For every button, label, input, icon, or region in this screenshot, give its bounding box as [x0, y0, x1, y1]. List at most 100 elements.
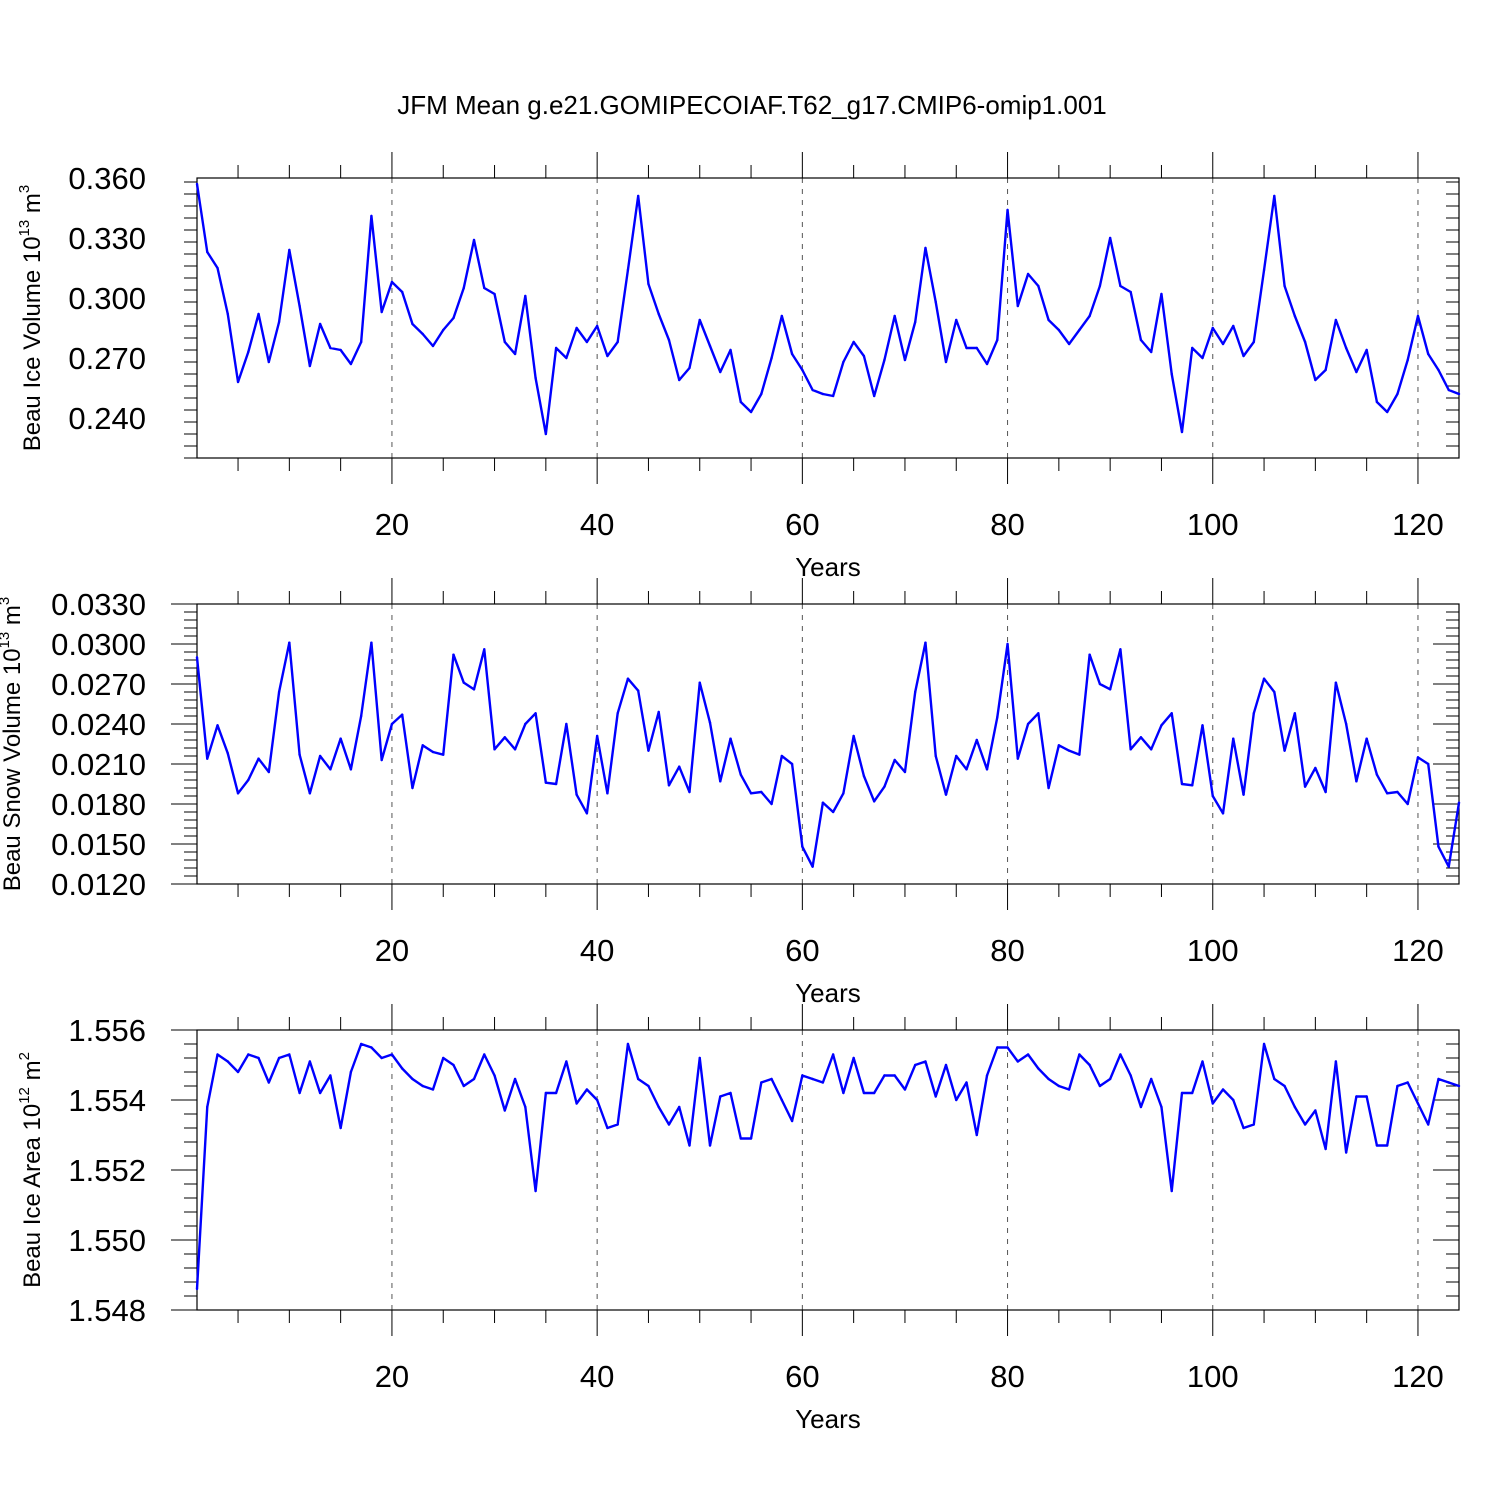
data-point — [380, 1056, 383, 1060]
data-point — [1396, 392, 1399, 396]
data-point — [760, 790, 763, 794]
data-point — [1344, 346, 1348, 350]
data-point — [1108, 236, 1112, 240]
data-point — [842, 360, 845, 364]
y-tick-label: 0.330 — [68, 221, 146, 256]
data-point — [1427, 762, 1430, 766]
data-point — [934, 300, 937, 304]
data-point — [1150, 748, 1153, 751]
data-point — [1067, 1088, 1071, 1091]
data-point — [493, 1074, 496, 1077]
data-point — [503, 1109, 506, 1112]
data-point — [339, 348, 342, 352]
data-point — [1406, 1081, 1409, 1084]
data-point — [585, 812, 589, 815]
series-line-ice-volume — [195, 183, 1460, 436]
data-point — [1355, 370, 1358, 374]
data-point — [267, 1081, 271, 1084]
y-tick-label: 0.240 — [68, 401, 146, 436]
data-point — [483, 648, 486, 651]
data-point — [1457, 1084, 1461, 1088]
data-point — [565, 356, 568, 360]
y-tick-label: 0.360 — [68, 161, 146, 196]
data-point — [1088, 314, 1091, 318]
data-point — [657, 710, 660, 714]
data-point — [524, 1105, 527, 1109]
data-point — [308, 792, 312, 795]
x-tick-label: 80 — [990, 507, 1024, 542]
data-point — [575, 1102, 578, 1105]
data-point — [1006, 208, 1009, 212]
data-point — [1201, 1060, 1204, 1063]
data-point — [1191, 346, 1194, 350]
data-point — [780, 1098, 784, 1102]
data-point — [534, 712, 537, 715]
data-point — [370, 1046, 373, 1049]
data-point — [1355, 1095, 1358, 1098]
data-point — [195, 656, 199, 659]
data-point — [247, 1053, 250, 1056]
data-point — [206, 250, 209, 254]
data-point — [1129, 290, 1132, 294]
data-point — [985, 362, 989, 366]
data-point — [1037, 284, 1040, 288]
data-point — [421, 332, 424, 336]
data-point — [329, 768, 332, 771]
data-point — [1221, 812, 1225, 815]
data-point — [1191, 1091, 1194, 1095]
data-point — [944, 1063, 948, 1067]
data-point — [708, 1144, 712, 1147]
data-point — [831, 394, 835, 398]
data-point — [1119, 284, 1122, 288]
y-tick-label: 1.554 — [68, 1083, 146, 1118]
data-point — [688, 790, 691, 794]
data-point — [483, 286, 486, 290]
data-point — [1385, 410, 1389, 414]
data-point — [390, 1053, 394, 1056]
data-point — [821, 392, 825, 396]
data-point — [1375, 400, 1379, 404]
x-tick-label: 40 — [580, 507, 614, 542]
data-point — [431, 344, 435, 348]
data-point — [1242, 793, 1245, 796]
data-point — [1293, 314, 1297, 318]
x-tick-label: 60 — [785, 1359, 819, 1394]
data-point — [585, 1088, 589, 1091]
data-point — [626, 1042, 630, 1046]
data-point — [421, 744, 424, 747]
data-point — [1293, 712, 1297, 715]
y-tick-label: 0.0240 — [51, 707, 146, 742]
data-point — [236, 380, 240, 384]
data-point — [1273, 194, 1276, 198]
data-point — [1088, 1063, 1091, 1067]
data-point — [647, 282, 650, 286]
data-point — [503, 340, 506, 344]
data-point — [1150, 1077, 1153, 1081]
x-tick-label: 100 — [1187, 933, 1239, 968]
data-point — [883, 358, 886, 362]
data-point — [903, 358, 907, 362]
data-point — [924, 641, 927, 644]
data-point — [934, 1095, 937, 1098]
data-point — [318, 322, 322, 326]
data-point — [872, 1091, 876, 1095]
data-point — [1447, 865, 1450, 868]
data-point — [288, 641, 291, 644]
data-point — [359, 340, 363, 344]
data-point — [811, 865, 814, 868]
data-point — [924, 1060, 927, 1063]
data-point — [790, 352, 794, 356]
data-point — [1314, 378, 1317, 382]
data-point — [842, 792, 845, 795]
data-point — [1437, 368, 1440, 372]
data-point — [1457, 392, 1461, 396]
y-tick-label: 0.0120 — [51, 867, 146, 902]
x-tick-label: 100 — [1187, 507, 1239, 542]
data-point — [329, 1074, 332, 1077]
data-point — [1067, 749, 1071, 752]
data-point — [226, 1060, 229, 1063]
data-point — [513, 352, 517, 356]
data-point — [267, 770, 271, 774]
data-point — [421, 1084, 424, 1088]
data-point — [247, 350, 250, 354]
